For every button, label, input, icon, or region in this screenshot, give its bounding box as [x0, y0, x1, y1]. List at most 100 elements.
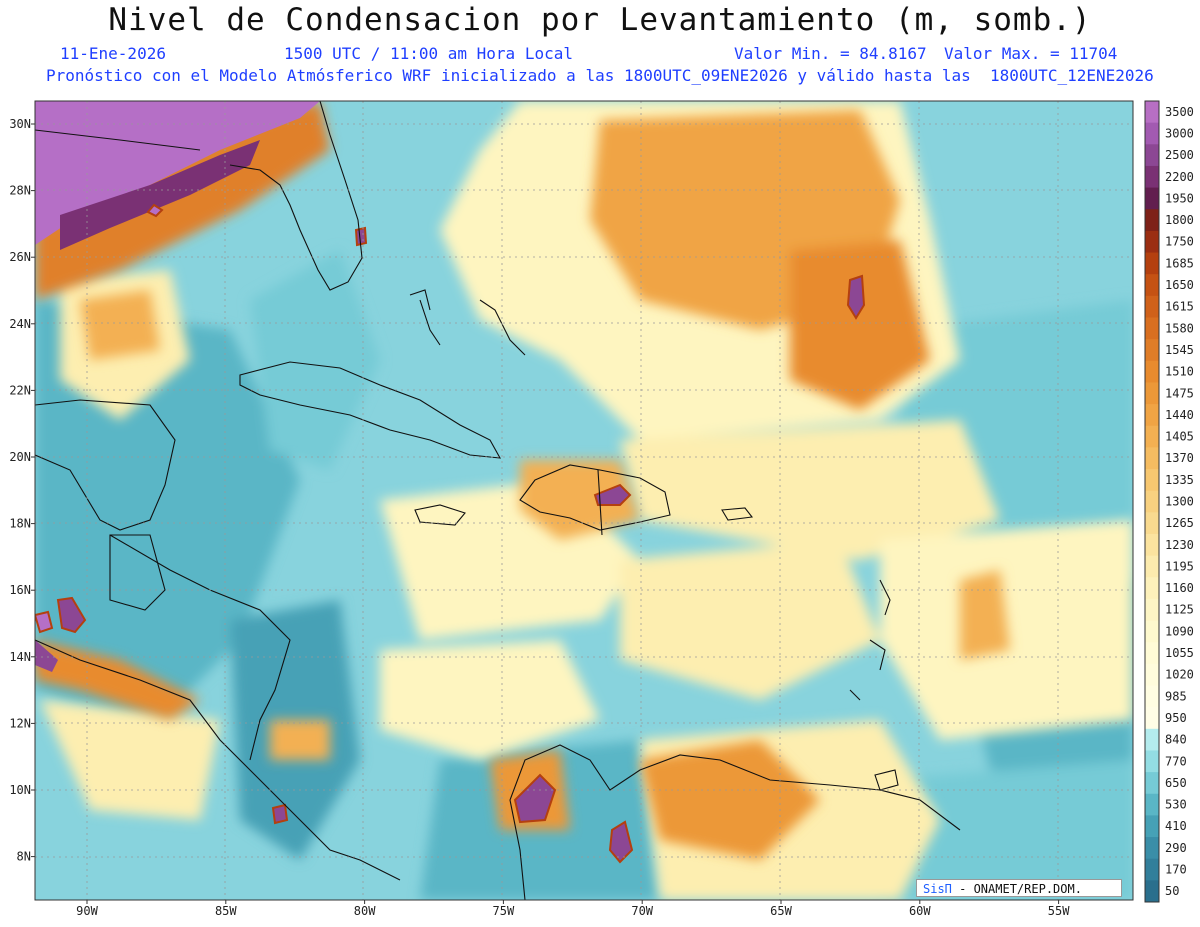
forecast-label: Pronóstico con el Modelo Atmósferico WRF… — [46, 66, 1154, 85]
lat-label-12N: 12N — [9, 716, 31, 730]
lat-label-14N: 14N — [9, 650, 31, 664]
min-value-label: Valor Min. = 84.8167 — [734, 44, 927, 63]
colorbar-label-2500: 2500 — [1165, 148, 1194, 162]
colorbar-swatch — [1145, 425, 1159, 448]
colorbar-swatches — [1144, 100, 1160, 903]
coastlines — [35, 101, 961, 900]
colorbar-label-840: 840 — [1165, 733, 1187, 747]
colorbar-label-770: 770 — [1165, 754, 1187, 768]
time-label: 1500 UTC / 11:00 am Hora Local — [284, 44, 573, 63]
colorbar-swatch — [1145, 750, 1159, 773]
colorbar-swatch — [1145, 858, 1159, 881]
colorbar-label-1160: 1160 — [1165, 581, 1194, 595]
lon-label-70W: 70W — [631, 904, 653, 918]
colorbar-label-1265: 1265 — [1165, 516, 1194, 530]
lat-label-10N: 10N — [9, 783, 31, 797]
colorbar-swatch — [1145, 598, 1159, 622]
colorbar-label-1750: 1750 — [1165, 235, 1194, 249]
colorbar-label-3500: 3500 — [1165, 105, 1194, 119]
colorbar-swatch — [1145, 187, 1159, 210]
field-layer — [35, 101, 1133, 900]
lat-label-28N: 28N — [9, 184, 31, 198]
map-title: Nivel de Condensacion por Levantamiento … — [108, 2, 1092, 38]
colorbar-swatch — [1145, 447, 1159, 470]
colorbar-label-1405: 1405 — [1165, 430, 1194, 444]
colorbar-label-3000: 3000 — [1165, 126, 1194, 140]
colorbar-label-1230: 1230 — [1165, 538, 1194, 552]
orange-areas — [35, 101, 1010, 860]
lon-label-75W: 75W — [493, 904, 515, 918]
colorbar-swatch — [1145, 685, 1159, 708]
lon-axis: 90W 85W 80W 75W 70W 65W 60W 55W — [76, 900, 1070, 918]
map-frame — [34, 100, 1134, 901]
credit-label: SisΠ - ONAMET/REP.DOM. — [916, 879, 1122, 897]
max-value-label: Valor Max. = 11704 — [944, 44, 1118, 63]
colorbar-swatch — [1145, 295, 1159, 318]
colorbar-label-1580: 1580 — [1165, 321, 1194, 335]
colorbar-label-1055: 1055 — [1165, 646, 1194, 660]
colorbar-swatch — [1145, 490, 1159, 513]
lon-label-90W: 90W — [76, 904, 98, 918]
colorbar-swatch — [1145, 512, 1159, 535]
colorbar-swatch — [1145, 404, 1159, 427]
lat-label-16N: 16N — [9, 583, 31, 597]
colorbar-swatch — [1145, 642, 1159, 665]
colorbar-swatch — [1145, 122, 1159, 145]
colorbar-swatch — [1145, 230, 1159, 254]
colorbar-label-1615: 1615 — [1165, 300, 1194, 314]
colorbar-swatch — [1145, 793, 1159, 816]
colorbar-label-2200: 2200 — [1165, 170, 1194, 184]
colorbar-label-650: 650 — [1165, 776, 1187, 790]
lon-label-85W: 85W — [215, 904, 237, 918]
colorbar-swatch — [1145, 663, 1159, 687]
colorbar-swatch — [1145, 339, 1159, 362]
colorbar-label-1510: 1510 — [1165, 365, 1194, 379]
colorbar-swatch — [1145, 360, 1159, 383]
colorbar-label-1020: 1020 — [1165, 668, 1194, 682]
colorbar-swatch — [1145, 165, 1159, 189]
colorbar-labels: 3500 3000 2500 2200 1950 1800 1750 1685 1650 1615… — [1165, 105, 1194, 898]
colorbar-swatch — [1145, 274, 1159, 297]
colorbar-label-985: 985 — [1165, 689, 1187, 703]
lon-label-80W: 80W — [354, 904, 376, 918]
colorbar-swatch — [1145, 382, 1159, 405]
colorbar-label-50: 50 — [1165, 884, 1179, 898]
colorbar-swatch — [1145, 707, 1159, 730]
colorbar-label-1650: 1650 — [1165, 278, 1194, 292]
colorbar-label-1090: 1090 — [1165, 624, 1194, 638]
colorbar-swatch — [1145, 555, 1159, 578]
purple-areas — [35, 101, 866, 864]
colorbar-label-170: 170 — [1165, 863, 1187, 877]
date-label: 11-Ene-2026 — [60, 44, 166, 63]
graticule — [35, 101, 1133, 900]
credit-text: - ONAMET/REP.DOM. — [951, 882, 1082, 896]
colorbar-label-530: 530 — [1165, 798, 1187, 812]
lon-label-65W: 65W — [770, 904, 792, 918]
colorbar-swatch — [1145, 317, 1159, 340]
colorbar-label-290: 290 — [1165, 841, 1187, 855]
lat-label-18N: 18N — [9, 517, 31, 531]
colorbar-label-1125: 1125 — [1165, 603, 1194, 617]
credit-brand: SisΠ — [923, 882, 952, 896]
lon-label-55W: 55W — [1048, 904, 1070, 918]
colorbar-swatch — [1145, 533, 1159, 557]
colorbar-label-1545: 1545 — [1165, 343, 1194, 357]
colorbar-label-950: 950 — [1165, 711, 1187, 725]
colorbar-label-410: 410 — [1165, 819, 1187, 833]
colorbar-swatch — [1145, 728, 1159, 751]
colorbar-swatch — [1145, 815, 1159, 838]
lon-label-60W: 60W — [909, 904, 931, 918]
lat-label-22N: 22N — [9, 383, 31, 397]
lat-label-26N: 26N — [9, 250, 31, 264]
colorbar-frame — [1144, 100, 1160, 903]
colorbar-swatch — [1145, 837, 1159, 860]
colorbar-label-1335: 1335 — [1165, 473, 1194, 487]
colorbar-label-1300: 1300 — [1165, 495, 1194, 509]
colorbar-swatch — [1145, 101, 1159, 124]
colorbar-label-1950: 1950 — [1165, 191, 1194, 205]
colorbar-swatch — [1145, 252, 1159, 275]
lat-axis: 30N 28N 26N 24N 22N 20N 18N 16N 14N 12N 10N 8N — [9, 117, 35, 864]
colorbar-label-1195: 1195 — [1165, 559, 1194, 573]
